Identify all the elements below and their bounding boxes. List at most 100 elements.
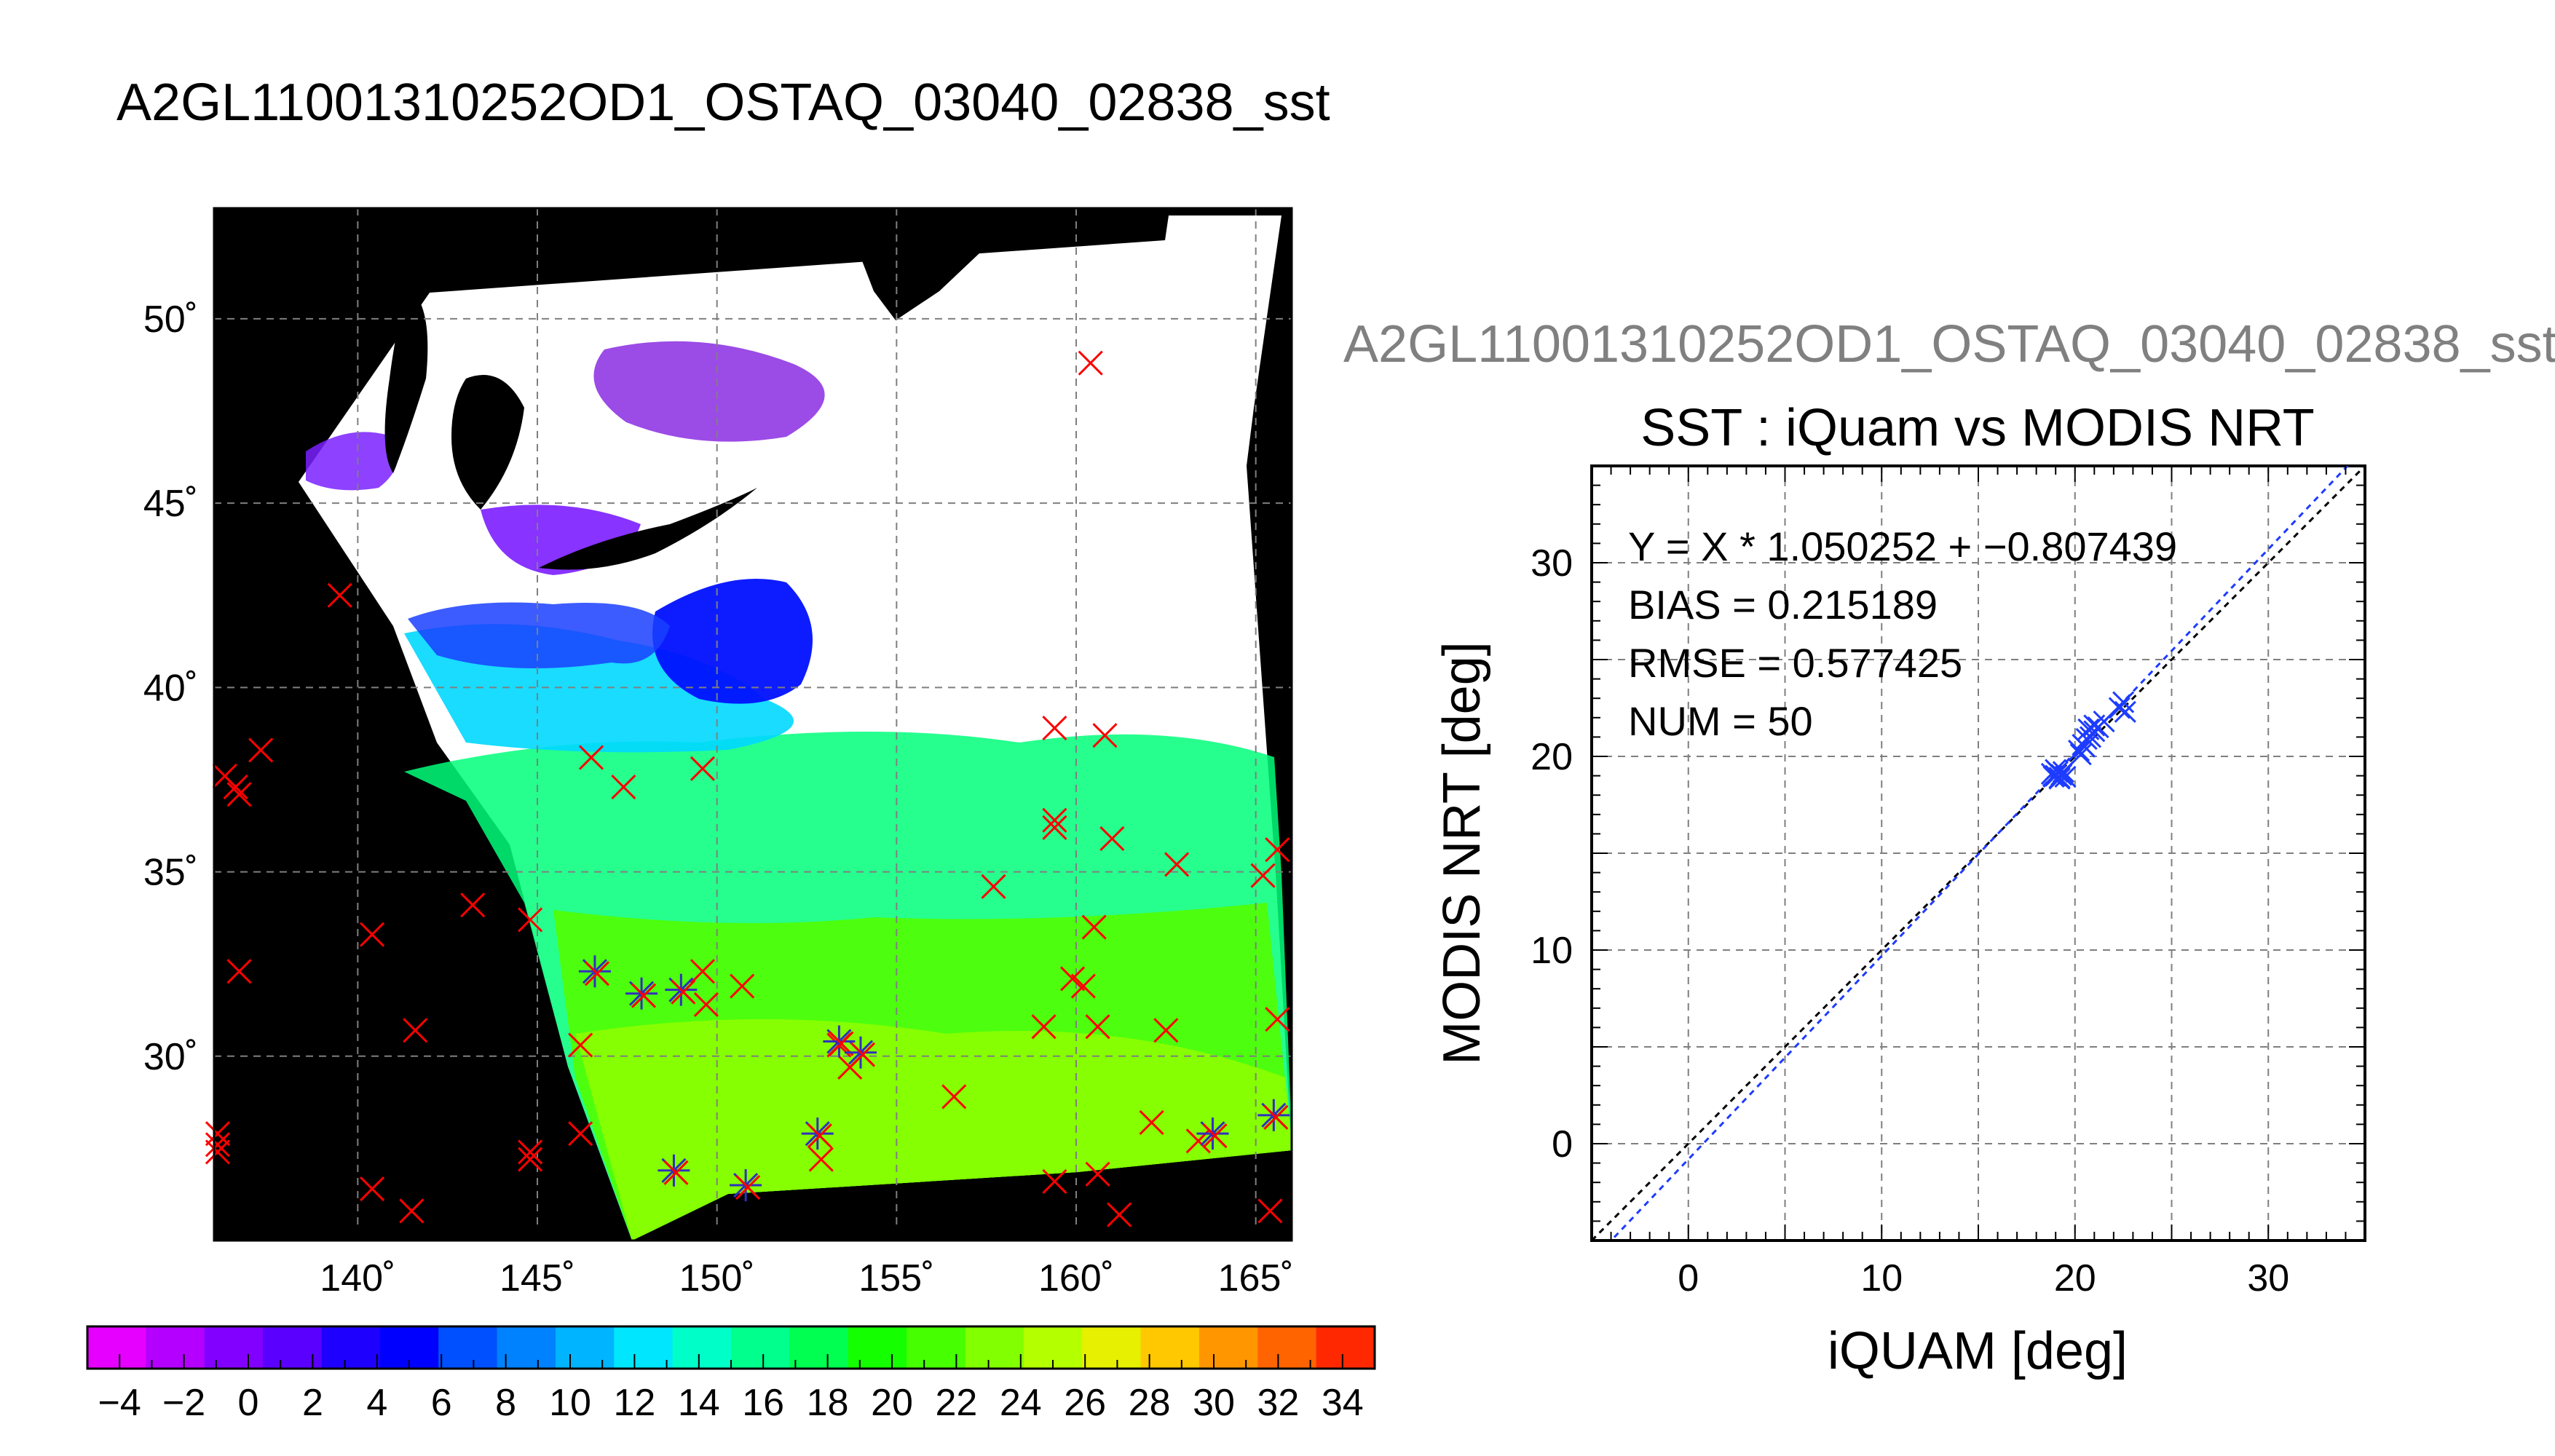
- map-lat-label: 35˚: [143, 852, 198, 894]
- colorbar-swatch: [497, 1326, 556, 1369]
- scatter-point: [2114, 700, 2136, 723]
- colorbar-frame: [86, 1325, 1376, 1370]
- scatter-point: [2067, 739, 2090, 762]
- matchup-marker: [1153, 1018, 1179, 1043]
- valid-marker-stroke: [1202, 1123, 1228, 1149]
- map-lon-label: 155˚: [858, 1257, 934, 1299]
- scatter-point: [2079, 726, 2102, 748]
- matchup-marker: [1060, 966, 1086, 992]
- matchup-marker: [403, 1018, 428, 1043]
- matchup-marker-stroke: [808, 1147, 834, 1172]
- colorbar-swatch: [1316, 1326, 1375, 1369]
- matchup-marker-stroke: [1042, 815, 1067, 840]
- matchup-marker: [1107, 1202, 1132, 1227]
- colorbar-swatch: [204, 1326, 264, 1369]
- valid-marker-stroke: [829, 1031, 854, 1056]
- matchup-marker-stroke: [205, 1139, 230, 1165]
- colorbar-label: 14: [678, 1382, 720, 1424]
- scatter-file-title: A2GL11001310252OD1_OSTAQ_03040_02838_sst: [1343, 315, 2555, 373]
- matchup-marker: [205, 1132, 230, 1158]
- colorbar-swatch: [789, 1326, 849, 1369]
- sst-band-coldest: [593, 341, 825, 442]
- colorbar-swatch: [146, 1326, 205, 1369]
- matchup-marker: [941, 1084, 967, 1109]
- matchup-marker: [808, 1147, 834, 1172]
- colorbar-label: 32: [1257, 1382, 1299, 1424]
- matchup-marker: [1139, 1109, 1164, 1136]
- valid-matchup-marker: [801, 1117, 834, 1150]
- scatter-point-stroke: [2054, 765, 2077, 788]
- scatter-point-stroke: [2073, 735, 2096, 758]
- matchup-marker: [399, 1198, 424, 1224]
- matchup-marker: [1265, 837, 1290, 863]
- valid-matchup-marker: [665, 973, 698, 1006]
- colorbar-label: 24: [1000, 1382, 1042, 1424]
- colorbar-label: 18: [807, 1382, 849, 1424]
- matchup-marker-stroke: [1092, 723, 1118, 748]
- colorbar-label: 22: [935, 1382, 977, 1424]
- matchup-marker: [1092, 723, 1118, 748]
- matchup-marker: [1031, 1014, 1057, 1040]
- scatter-point-stroke: [2048, 767, 2071, 790]
- scatter-point-stroke: [2083, 714, 2106, 737]
- matchup-marker-stroke: [1099, 826, 1125, 852]
- scatter-point: [2052, 761, 2074, 783]
- scatter-point-stroke: [2114, 700, 2136, 723]
- colorbar-swatch: [1257, 1326, 1317, 1369]
- matchup-marker-stroke: [403, 1018, 428, 1043]
- scatter-point: [2112, 691, 2135, 713]
- matchup-marker: [1042, 716, 1067, 741]
- matchup-marker-stroke: [399, 1198, 424, 1224]
- bias-text: BIAS = 0.215189: [1628, 582, 1938, 628]
- matchup-marker-stroke: [1257, 1198, 1283, 1224]
- scatter-points: [2040, 691, 2136, 790]
- scatter-point-stroke: [2069, 743, 2092, 766]
- matchup-marker: [730, 973, 755, 999]
- matchup-marker-stroke: [1153, 1018, 1179, 1043]
- map-lon-label: 160˚: [1038, 1257, 1114, 1299]
- matchup-marker: [1085, 1161, 1110, 1187]
- matchup-marker: [248, 737, 274, 763]
- colorbar-label: 30: [1193, 1382, 1235, 1424]
- colorbar-swatch: [321, 1326, 381, 1369]
- matchup-marker-stroke: [578, 745, 604, 770]
- scatter-point: [2069, 743, 2092, 766]
- matchup-marker-stroke: [690, 959, 715, 984]
- matchup-marker-stroke: [1085, 1161, 1110, 1187]
- scatter-x-tick-label: 30: [2247, 1257, 2289, 1299]
- matchup-marker-stroke: [1078, 350, 1103, 376]
- matchup-marker: [611, 775, 636, 800]
- map-lon-label: 150˚: [679, 1257, 755, 1299]
- valid-matchup-marker: [657, 1154, 690, 1187]
- matchup-marker-stroke: [1081, 914, 1107, 940]
- matchup-marker: [518, 1147, 543, 1172]
- matchup-markers: [205, 350, 1290, 1227]
- matchup-marker-stroke: [981, 874, 1006, 899]
- colorbar-swatch: [614, 1326, 674, 1369]
- matchup-marker-stroke: [226, 959, 252, 984]
- scatter-point: [2087, 716, 2109, 739]
- map-frame: [213, 207, 1293, 1242]
- matchup-marker: [1164, 852, 1190, 877]
- matchup-marker-stroke: [568, 1121, 593, 1147]
- matchup-marker-stroke: [518, 1139, 543, 1165]
- valid-marker-stroke: [807, 1123, 832, 1149]
- matchup-marker: [226, 782, 252, 807]
- valid-matchup-marker: [578, 955, 611, 988]
- matchup-marker-stroke: [248, 737, 274, 763]
- matchup-marker: [578, 745, 604, 770]
- matchup-marker: [981, 874, 1006, 899]
- matchup-marker: [690, 756, 715, 781]
- matchup-marker: [693, 992, 719, 1017]
- colorbar-label: 4: [366, 1382, 387, 1424]
- matchup-marker-stroke: [1070, 973, 1096, 999]
- matchup-marker-stroke: [460, 893, 486, 918]
- rmse-text: RMSE = 0.577425: [1628, 640, 1962, 686]
- map-lon-label: 140˚: [320, 1257, 395, 1299]
- matchup-marker: [1078, 350, 1103, 376]
- sakhalin-land: [384, 288, 428, 473]
- matchup-marker-stroke: [611, 775, 636, 800]
- matchup-marker-stroke: [223, 775, 248, 800]
- fit-equation-text: Y = X * 1.050252 + −0.807439: [1628, 523, 2177, 569]
